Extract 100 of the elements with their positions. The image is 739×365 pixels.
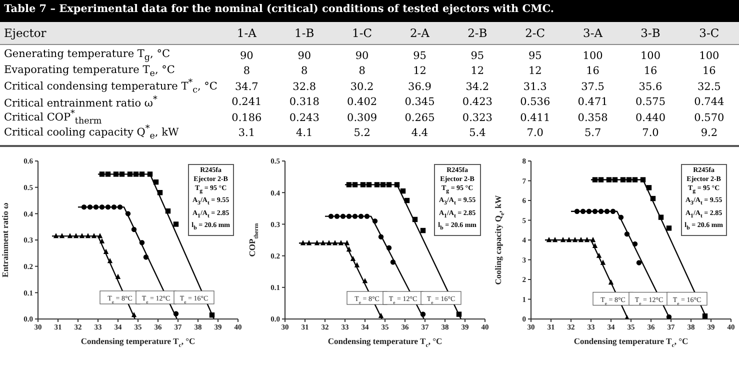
point — [618, 214, 624, 220]
text: 31.3 — [522, 80, 548, 93]
point — [586, 208, 592, 214]
text: 2-C — [524, 26, 546, 40]
point — [596, 252, 602, 258]
text: 8 — [242, 65, 252, 78]
text: 0.536 — [519, 96, 552, 108]
point — [115, 274, 121, 279]
point — [119, 172, 125, 177]
point — [420, 312, 426, 317]
text: 32.5 — [696, 80, 722, 93]
point — [360, 182, 366, 188]
point — [352, 182, 358, 188]
point — [125, 211, 131, 216]
point — [646, 185, 652, 190]
point — [546, 236, 552, 242]
point — [608, 279, 614, 285]
point — [105, 172, 111, 177]
point — [107, 258, 113, 264]
point — [420, 228, 426, 234]
point — [99, 238, 105, 244]
text: 0.186 — [230, 112, 263, 124]
point — [624, 231, 630, 237]
point — [81, 204, 87, 210]
text: 4.4 — [410, 127, 430, 140]
text: 100 — [582, 50, 604, 62]
text: 90 — [239, 50, 254, 62]
point — [632, 177, 638, 182]
point — [143, 254, 149, 260]
point — [153, 179, 159, 185]
point — [147, 172, 153, 177]
point — [73, 232, 79, 238]
text: 9.2 — [700, 127, 719, 140]
point — [592, 242, 598, 248]
text: 16 — [642, 65, 658, 78]
point — [400, 188, 406, 194]
point — [344, 240, 350, 246]
point — [332, 240, 338, 246]
text: 0.358 — [576, 112, 609, 124]
point — [612, 177, 618, 182]
x-axis-title: Condensing temperature T$_{c}$, °C — [80, 336, 196, 349]
text: 90 — [296, 50, 312, 62]
point — [600, 260, 606, 265]
point — [59, 232, 65, 238]
text: 2-A — [408, 26, 430, 40]
text: 12 — [470, 65, 486, 78]
text: 0.345 — [404, 96, 436, 108]
text: 35.6 — [638, 80, 664, 93]
text: Generating temperature T$_{g}$, °C — [3, 48, 171, 64]
text: 0.402 — [346, 96, 378, 108]
text: 95 — [470, 50, 486, 62]
point — [574, 208, 580, 214]
point — [209, 312, 215, 318]
point — [566, 236, 572, 242]
text: 95 — [412, 50, 428, 62]
text: 7.0 — [526, 127, 544, 140]
point — [632, 241, 638, 247]
point — [610, 208, 616, 214]
text: 16 — [701, 65, 717, 78]
x-axis-title: Condensing temperature T$_{c}$, °C — [574, 336, 688, 349]
point — [320, 240, 326, 246]
point — [131, 226, 137, 232]
point — [412, 216, 418, 222]
text: 12 — [527, 65, 543, 78]
point — [590, 236, 596, 242]
text: 8 — [358, 65, 366, 78]
point — [658, 214, 664, 220]
text: 0.243 — [288, 112, 320, 124]
point — [606, 177, 612, 182]
text: 100 — [698, 50, 720, 62]
point — [117, 204, 123, 210]
point — [133, 172, 139, 177]
point — [346, 182, 352, 188]
point — [103, 248, 109, 254]
point — [173, 222, 179, 227]
text: 0.323 — [461, 112, 494, 124]
point — [552, 236, 558, 242]
point — [362, 278, 368, 284]
text: 5.2 — [352, 127, 372, 140]
point — [93, 204, 99, 210]
point — [378, 234, 384, 240]
point — [105, 204, 111, 210]
point — [702, 313, 708, 319]
text: 0.440 — [634, 112, 667, 124]
point — [113, 172, 119, 177]
point — [366, 182, 372, 188]
point — [592, 177, 598, 182]
point — [346, 246, 352, 252]
point — [386, 245, 392, 250]
point — [338, 240, 344, 246]
text: 0.575 — [634, 96, 667, 108]
point — [91, 232, 97, 238]
text: 95 — [527, 50, 543, 62]
point — [666, 226, 672, 231]
text: 3.1 — [237, 127, 256, 140]
text: Evaporating temperature T$_{e}$, °C — [3, 64, 176, 79]
text: 5.4 — [468, 127, 487, 140]
text: 0.265 — [404, 112, 436, 124]
point — [456, 312, 462, 317]
point — [99, 172, 105, 177]
